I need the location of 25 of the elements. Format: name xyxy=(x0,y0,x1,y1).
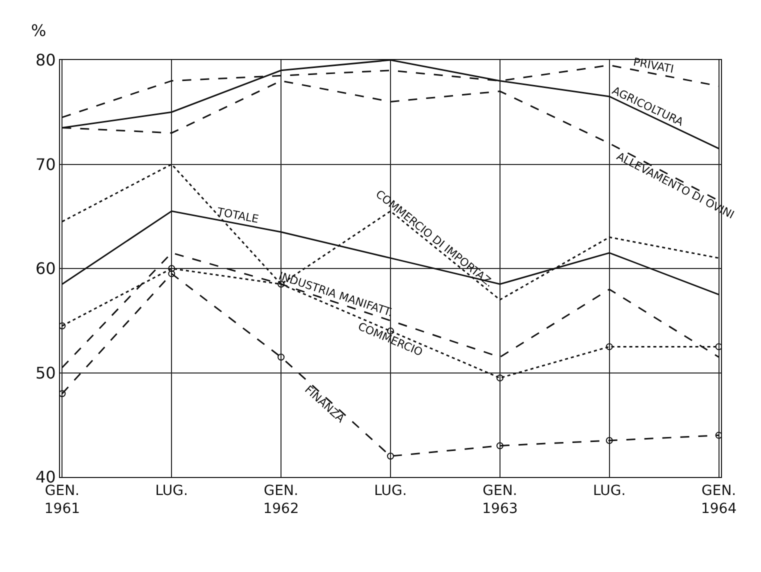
point xyxy=(715,343,721,350)
point xyxy=(387,452,394,460)
x-tick-label: GEN. 1962 xyxy=(263,482,299,517)
x-tick-label: LUG. xyxy=(374,482,407,499)
x-tick-label: GEN. 1963 xyxy=(482,482,518,517)
x-tick-label: LUG. xyxy=(593,482,626,499)
point xyxy=(60,390,66,398)
point xyxy=(715,432,721,439)
y-tick-label: 80 xyxy=(35,50,56,70)
point xyxy=(168,265,176,272)
point xyxy=(606,437,613,444)
point xyxy=(168,270,176,278)
point xyxy=(606,343,613,350)
x-tick-label: LUG. xyxy=(155,482,188,499)
point xyxy=(496,442,504,450)
point xyxy=(278,354,285,361)
y-axis-title: % xyxy=(31,21,46,40)
point xyxy=(496,374,504,382)
point xyxy=(60,322,66,330)
y-tick-label: 50 xyxy=(35,363,56,382)
y-tick-label: 60 xyxy=(35,259,56,278)
text: TOTALE xyxy=(215,205,260,226)
y-tick-label: 70 xyxy=(35,154,56,174)
x-tick-label: GEN. 1964 xyxy=(700,482,737,517)
x-tick-label: GEN. 1961 xyxy=(44,482,80,517)
